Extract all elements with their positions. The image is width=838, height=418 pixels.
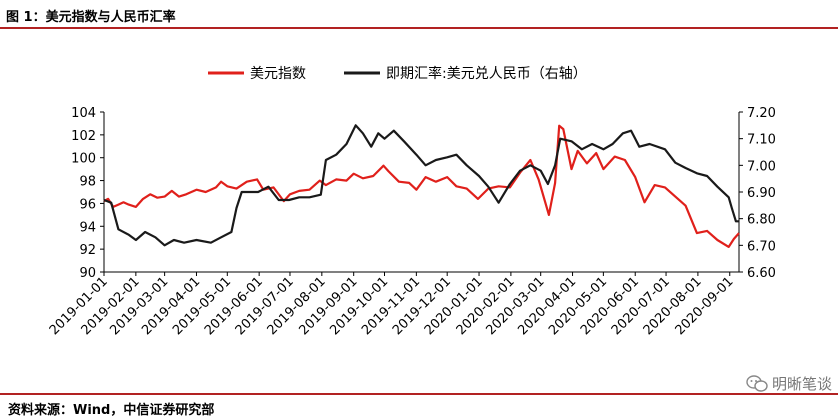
right-tick-label: 7.10 — [747, 133, 776, 148]
series-line-usd-index — [103, 124, 740, 248]
right-tick-label: 7.20 — [747, 106, 776, 121]
right-axis: 6.60 6.70 6.80 6.90 7.00 7.10 7.20 — [738, 106, 776, 281]
right-tick-label: 6.90 — [747, 186, 776, 201]
chart-area: 美元指数 即期汇率:美元兑人民币（右轴） 9092949698100102104 … — [47, 65, 776, 338]
right-tick-label: 6.80 — [747, 213, 776, 228]
left-tick-label: 102 — [71, 129, 96, 144]
left-tick-label: 94 — [79, 220, 96, 235]
watermark-text: 明晰笔谈 — [771, 375, 832, 393]
series-line-usdcny — [103, 124, 739, 247]
x-axis: 2019-01-012019-02-012019-03-012019-04-01… — [47, 271, 739, 338]
series-layer — [103, 124, 740, 248]
left-tick-label: 96 — [79, 197, 96, 212]
watermark: 明晰笔谈 — [746, 373, 832, 394]
bottom-rule — [0, 393, 838, 395]
wechat-icon — [746, 374, 768, 392]
legend: 美元指数 即期汇率:美元兑人民币（右轴） — [208, 65, 587, 82]
right-tick-label: 6.70 — [747, 239, 776, 254]
right-tick-label: 6.60 — [747, 266, 776, 281]
left-tick-label: 92 — [79, 243, 96, 258]
legend-label-usd-index: 美元指数 — [250, 66, 306, 82]
figure-title: 图 1：美元指数与人民币汇率 — [6, 10, 176, 25]
left-tick-label: 90 — [79, 266, 96, 281]
left-tick-label: 100 — [71, 152, 96, 167]
source-note: 资料来源：Wind，中信证券研究部 — [8, 403, 215, 418]
left-axis: 90 92 94 96 98 100 102 104 — [71, 106, 105, 281]
left-tick-label: 98 — [79, 175, 96, 190]
legend-label-usdcny: 即期汇率:美元兑人民币（右轴） — [386, 65, 587, 82]
left-tick-label: 104 — [71, 106, 96, 121]
title-rule — [0, 27, 838, 29]
right-tick-label: 7.00 — [747, 159, 776, 174]
